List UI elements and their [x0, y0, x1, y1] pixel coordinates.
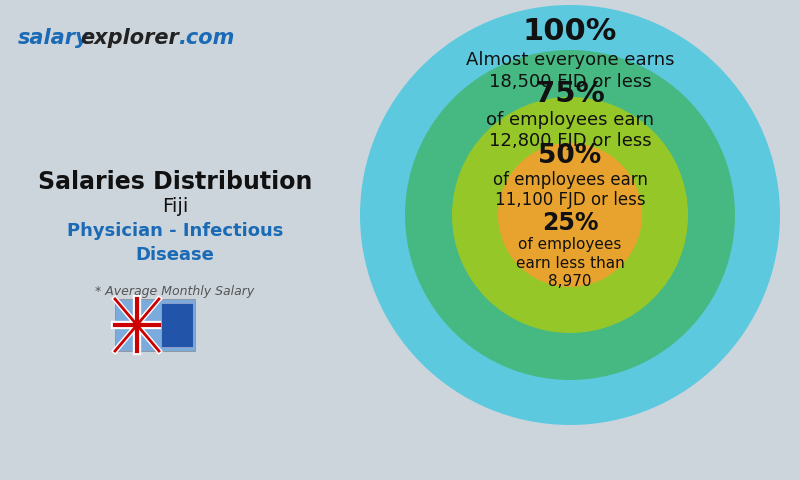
Text: 11,100 FJD or less: 11,100 FJD or less: [494, 191, 646, 209]
Text: 18,500 FJD or less: 18,500 FJD or less: [489, 73, 651, 91]
Text: Salaries Distribution: Salaries Distribution: [38, 170, 312, 194]
Text: .com: .com: [178, 28, 234, 48]
Text: of employees: of employees: [518, 238, 622, 252]
Text: 25%: 25%: [542, 211, 598, 235]
Text: * Average Monthly Salary: * Average Monthly Salary: [95, 285, 254, 298]
Bar: [115, 299, 195, 351]
Text: salary: salary: [18, 28, 90, 48]
Text: Almost everyone earns: Almost everyone earns: [466, 51, 674, 69]
Circle shape: [498, 143, 642, 287]
Text: of employees earn: of employees earn: [486, 111, 654, 129]
Text: earn less than: earn less than: [516, 255, 624, 271]
Text: 8,970: 8,970: [548, 274, 592, 288]
Text: 100%: 100%: [523, 17, 617, 47]
Text: Physician - Infectious: Physician - Infectious: [67, 222, 283, 240]
Text: of employees earn: of employees earn: [493, 171, 647, 189]
Circle shape: [405, 50, 735, 380]
Text: 50%: 50%: [538, 143, 602, 169]
Text: Fiji: Fiji: [162, 197, 188, 216]
Text: 75%: 75%: [535, 80, 605, 108]
Text: explorer: explorer: [80, 28, 178, 48]
Circle shape: [452, 97, 688, 333]
Text: 12,800 FJD or less: 12,800 FJD or less: [489, 132, 651, 150]
Bar: [161, 303, 193, 347]
Text: Disease: Disease: [135, 246, 214, 264]
Circle shape: [360, 5, 780, 425]
